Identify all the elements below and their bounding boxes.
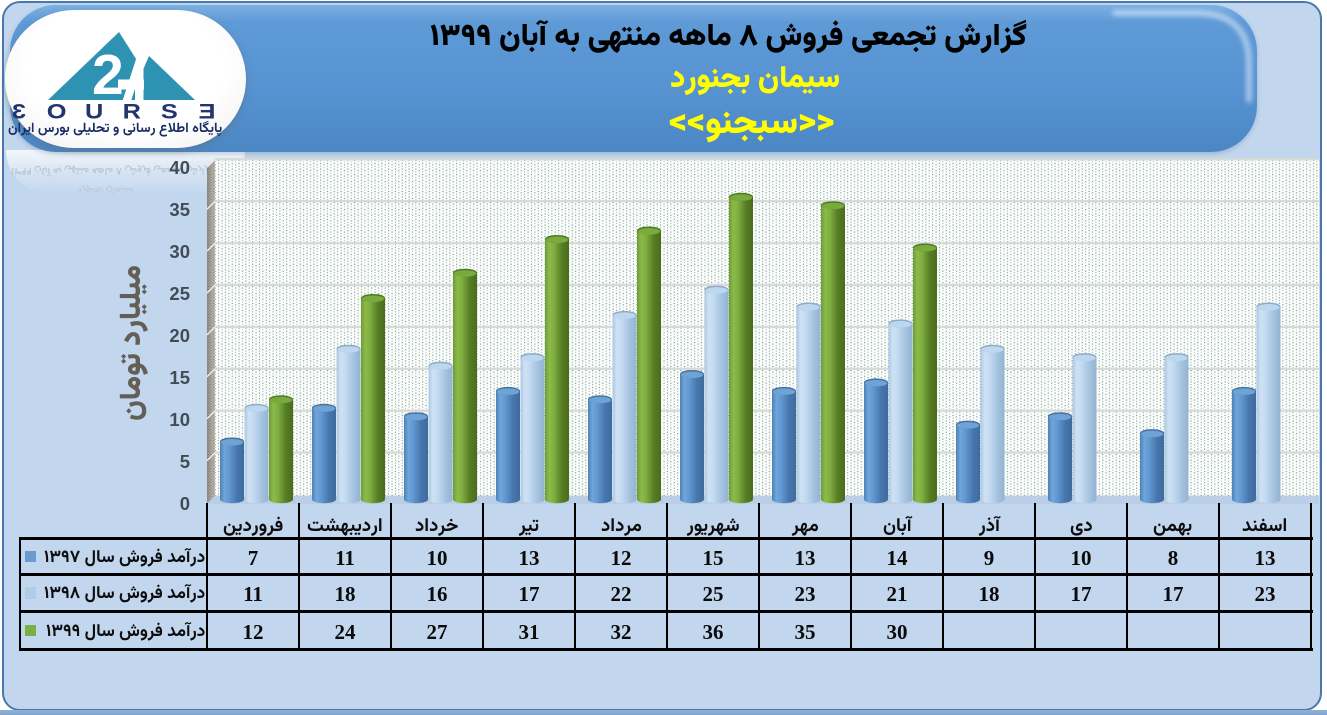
svg-text:2: 2	[92, 43, 124, 107]
svg-text:R: R	[123, 99, 141, 123]
svg-text:U: U	[85, 99, 103, 123]
svg-text:E: E	[199, 99, 216, 123]
svg-text:O: O	[47, 99, 67, 123]
svg-text:3: 3	[12, 99, 26, 123]
svg-text:S: S	[161, 99, 178, 123]
